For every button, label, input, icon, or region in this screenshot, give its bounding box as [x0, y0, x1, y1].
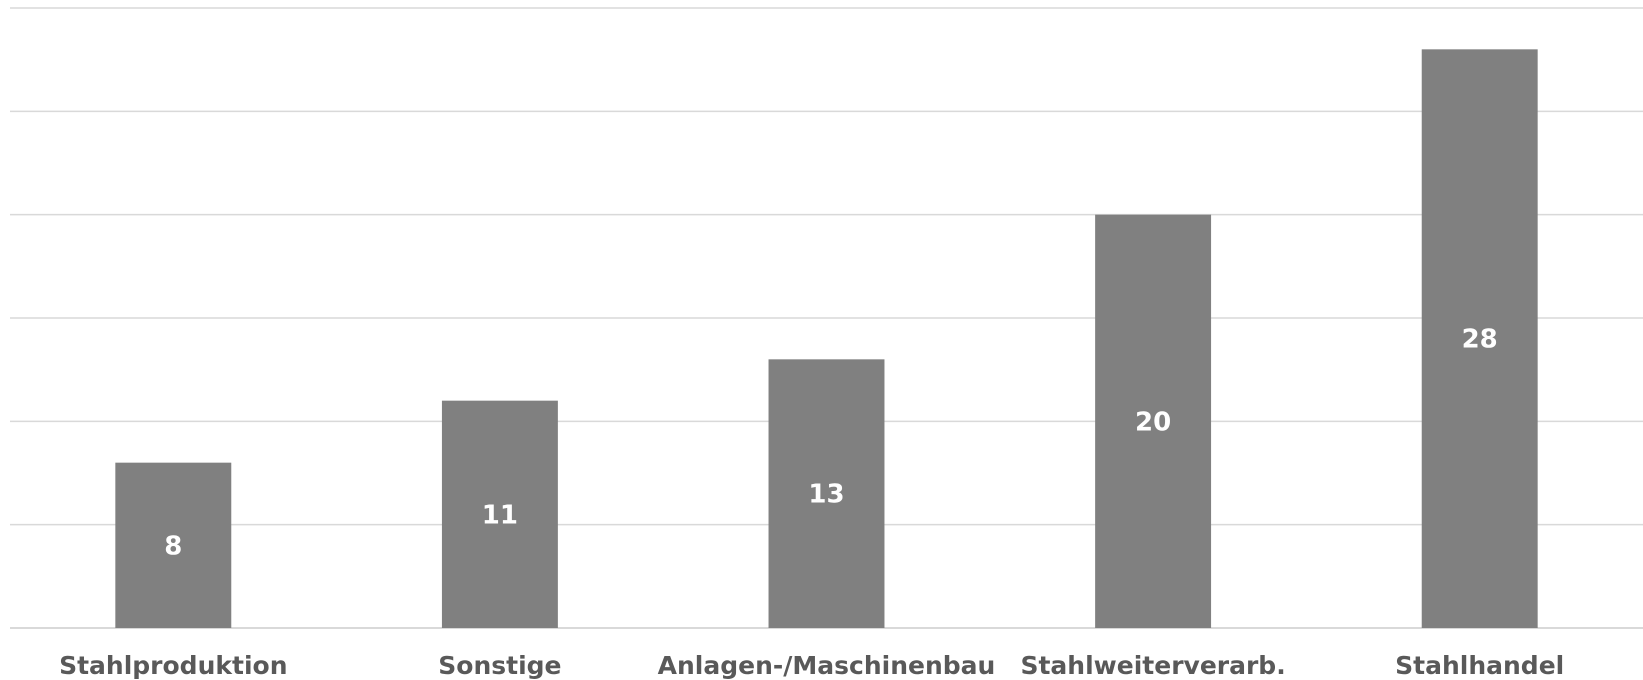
data-label: 20 — [1135, 407, 1171, 437]
data-label: 28 — [1462, 325, 1498, 355]
bar — [1095, 214, 1212, 628]
x-tick-label: Sonstige — [438, 651, 561, 680]
data-label: 8 — [164, 531, 182, 561]
data-label: 13 — [808, 480, 844, 510]
x-axis-tick-labels: Stahlproduktion Sonstige Anlagen-/Maschine… — [59, 651, 1564, 680]
x-tick-label: Anlagen-/Maschinenbau — [658, 651, 996, 680]
data-label: 11 — [482, 500, 518, 530]
bar — [441, 400, 558, 628]
x-tick-label: Stahlhandel — [1395, 651, 1564, 680]
data-labels: 8 11 13 20 28 — [164, 325, 1498, 562]
bar — [115, 462, 232, 628]
bar — [1421, 49, 1538, 629]
bar — [768, 359, 885, 628]
x-tick-label: Stahlproduktion — [59, 651, 287, 680]
x-tick-label: Stahlweiterverarb. — [1020, 651, 1285, 680]
bars — [115, 49, 1538, 629]
